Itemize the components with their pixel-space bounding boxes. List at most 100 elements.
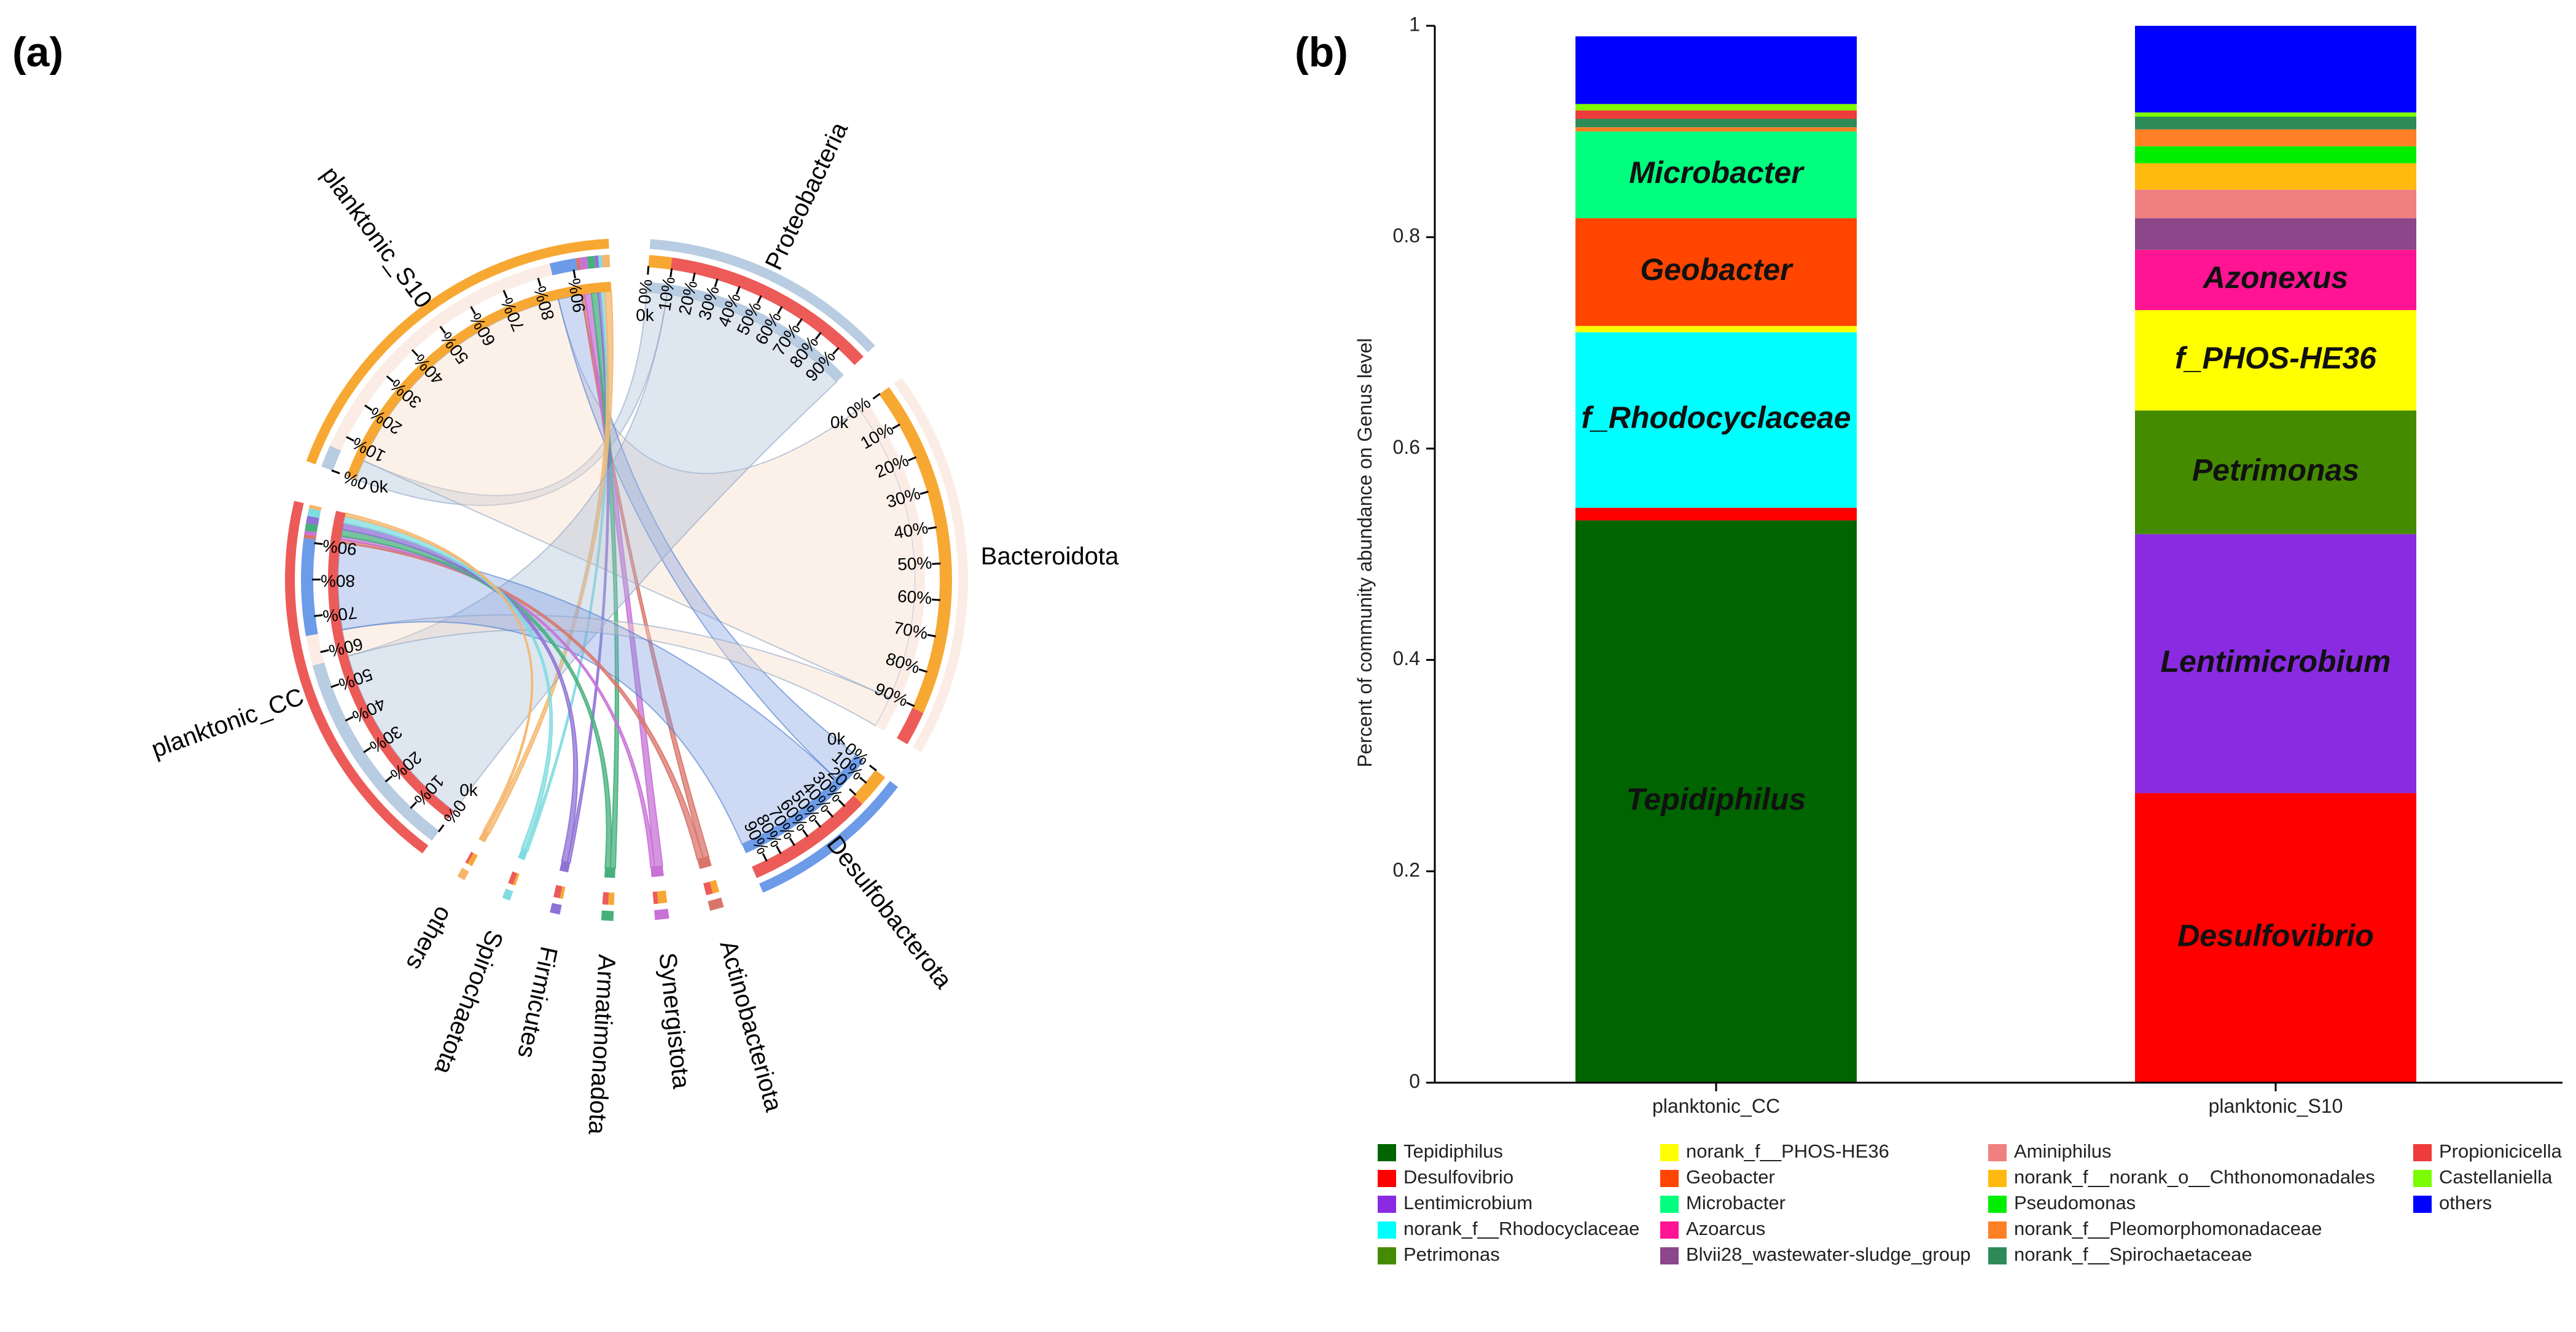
bar-planktonic_s10-lentimicrobium <box>2135 534 2416 793</box>
tick-mark <box>927 634 936 637</box>
bar-label: f_PHOS-HE36 <box>2175 341 2377 375</box>
tick-mark <box>363 747 372 754</box>
breakdown-arc-planktonic_cc-proteobacteria <box>312 662 440 841</box>
bar-label: Tepidiphilus <box>1626 782 1806 816</box>
legend-label: Propionicicella <box>2439 1140 2562 1162</box>
legend-swatch <box>1988 1144 2007 1161</box>
chord-label-proteobacteria: Proteobacteria <box>760 118 854 275</box>
tick-mark <box>872 392 881 400</box>
chord-outer-arcs <box>284 238 968 921</box>
breakdown-arc-armatimonadota-planktonic_cc <box>602 892 609 905</box>
tick-mark <box>776 846 782 854</box>
inner-arc-spirochaetota <box>518 848 528 860</box>
outer-arc-armatimonadota <box>601 910 614 921</box>
breakdown-arc-planktonic_cc-desulfobacterota <box>301 538 318 636</box>
outer-arc-others <box>457 868 469 881</box>
tick-mark <box>314 542 323 545</box>
breakdown-arc-planktonic_cc-actinobacteriota <box>303 534 316 540</box>
tick-mark <box>346 436 355 442</box>
breakdown-arc-actinobacteriota-planktonic_s10 <box>709 879 720 894</box>
chord-label-bacteroidota: Bacteroidota <box>981 543 1119 570</box>
tick-mark <box>814 819 822 828</box>
axes: Percent of community abundance on Genus … <box>1354 26 2562 1084</box>
zero-label: 0k <box>370 477 389 496</box>
inner-arc-firmicutes <box>559 861 571 873</box>
outer-arc-planktonic_s10 <box>306 238 609 465</box>
legend-label: Microbacter <box>1686 1192 1786 1213</box>
legend-swatch <box>1378 1196 1396 1213</box>
bar-planktonic_cc-norank_f__phos-he36 <box>1575 325 1857 333</box>
breakdown-arc-planktonic_s10-firmicutes <box>594 255 599 268</box>
tick-mark <box>918 668 927 673</box>
chord-label-firmicutes: Firmicutes <box>512 944 563 1061</box>
bar-planktonic_s10-blvii28_wastewater-sludge_group <box>2135 218 2416 250</box>
tick-mark <box>439 325 447 334</box>
legend-swatch <box>1378 1221 1396 1239</box>
tick-mark <box>832 347 840 355</box>
legend-swatch <box>1988 1170 2007 1187</box>
tick-mark <box>838 799 846 807</box>
tick-mark <box>437 824 445 833</box>
outer-arc-spirochaetota <box>502 889 513 901</box>
tick-mark <box>572 270 576 279</box>
breakdown-arc-desulfobacterota-planktonic_s10 <box>853 769 886 804</box>
zero-label: 0k <box>459 781 478 800</box>
chord-label-desulfobacterota: Desulfobacterota <box>821 831 958 994</box>
tick-mark <box>906 701 915 707</box>
legend-swatch <box>2413 1170 2432 1187</box>
bar-planktonic_cc-microbacter <box>1575 131 1857 219</box>
breakdown-arc-bacteroidota-planktonic_cc <box>897 707 924 744</box>
tick-mark <box>345 715 354 722</box>
bars <box>1575 26 2416 1083</box>
legend-label: Aminiphilus <box>2014 1140 2112 1162</box>
breakdown-arc-planktonic_cc-spirochaetota <box>307 508 321 518</box>
tick-mark <box>410 801 418 809</box>
bar-label: Lentimicrobium <box>2160 644 2391 679</box>
breakdown-arc-planktonic_s10-spirochaetota <box>598 255 603 268</box>
y-tick-label: 0.6 <box>1393 436 1420 458</box>
inner-arc-proteobacteria <box>646 282 844 382</box>
panel-b-label: (b) <box>1295 29 1348 76</box>
chord-label-armatimonadota: Armatimonadota <box>584 954 620 1135</box>
zero-label: 0k <box>636 305 655 324</box>
inner-arc-armatimonadota <box>604 867 615 878</box>
chord-label-actinobacteriota: Actinobacteriota <box>714 938 787 1115</box>
chord-label-synergistota: Synergistota <box>654 951 695 1090</box>
outer-arc-bacteroidota <box>894 378 968 753</box>
y-axis-label: Percent of community abundance on Genus … <box>1354 338 1376 767</box>
bar-planktonic_s10-norank_f__phos-he36 <box>2135 310 2416 411</box>
tick-mark <box>331 469 340 475</box>
legend-swatch <box>1660 1247 1679 1264</box>
legend-label: Castellaniella <box>2439 1166 2553 1188</box>
bar-planktonic_cc-norank_f__spirochaetaceae <box>1575 119 1857 128</box>
bar-label: Microbacter <box>1629 155 1805 190</box>
legend-label: Azoarcus <box>1686 1218 1765 1239</box>
tick-mark <box>692 272 696 282</box>
x-tick-label: planktonic_CC <box>1652 1095 1780 1117</box>
breakdown-arc-spirochaetota-planktonic_s10 <box>513 873 520 886</box>
breakdown-arc-planktonic_s10-others <box>602 254 611 268</box>
tick-mark <box>908 456 917 462</box>
inner-arc-planktonic_s10 <box>346 281 612 480</box>
bar-label: Azonexus <box>2202 260 2348 295</box>
legend-swatch <box>1660 1221 1679 1239</box>
tick-mark <box>537 278 542 287</box>
breakdown-arc-planktonic_cc-armatimonadota <box>305 523 318 532</box>
breakdown-arc-spirochaetota-planktonic_cc <box>508 871 517 885</box>
bar-label: Geobacter <box>1640 252 1793 287</box>
chord-ribbons <box>337 290 916 869</box>
breakdown-arc-others-planktonic_s10 <box>467 853 478 867</box>
chord-label-others: others <box>401 902 458 975</box>
bar-planktonic_cc-norank_f__pleomorphomonadaceae <box>1575 127 1857 132</box>
tick-mark <box>735 286 741 295</box>
tick-mark <box>919 491 929 495</box>
bar-planktonic_s10-norank_f__norank_o__chthonomonadales <box>2135 163 2416 190</box>
bar-planktonic_s10-pseudomonas <box>2135 146 2416 163</box>
y-ticks: 0 0.2 0.4 0.6 0.8 1 <box>1393 13 1435 1092</box>
breakdown-arc-planktonic_s10-actinobacteriota <box>576 257 582 271</box>
legend-label: norank_f__Rhodocyclaceae <box>1403 1218 1639 1239</box>
legend-swatch <box>1378 1144 1396 1161</box>
tick-mark <box>927 526 937 530</box>
tick-mark <box>892 423 900 430</box>
